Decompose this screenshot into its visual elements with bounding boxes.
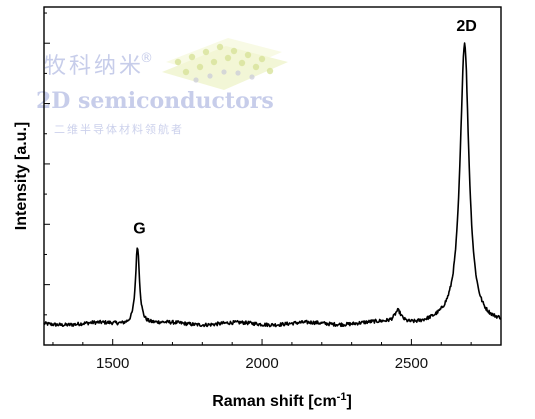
spectrum-line (43, 42, 502, 328)
x-axis-tick-labels: 1500 2000 2500 (96, 355, 428, 372)
watermark: 牧科纳米 ® 2D semiconductors 二维半导体材料领航者 (36, 38, 288, 136)
x-tick-label: 1500 (96, 355, 129, 372)
watermark-slogan: 二维半导体材料领航者 (54, 122, 184, 136)
peak-label-2d: 2D (456, 18, 476, 35)
peak-labels: G 2D (133, 18, 477, 237)
x-axis-title: Raman shift [cm-1] (212, 391, 352, 410)
x-axis-title-superscript: -1 (337, 391, 347, 403)
x-axis-title-suffix: ] (346, 393, 351, 410)
x-axis-ticks (52, 339, 502, 345)
peak-label-g: G (133, 220, 145, 237)
watermark-registered-mark: ® (140, 51, 153, 66)
y-axis-ticks (44, 12, 50, 316)
x-axis-title-main: Raman shift [cm (212, 393, 336, 410)
y-axis-title: Intensity [a.u.] (13, 122, 30, 230)
layered-crystal-logo-icon (162, 38, 288, 90)
x-tick-label: 2000 (245, 355, 278, 372)
x-tick-label: 2500 (395, 355, 428, 372)
watermark-brand-en: 2D semiconductors (36, 88, 274, 114)
watermark-brand-cn: 牧科纳米 (44, 54, 144, 79)
plot-frame (43, 6, 502, 346)
